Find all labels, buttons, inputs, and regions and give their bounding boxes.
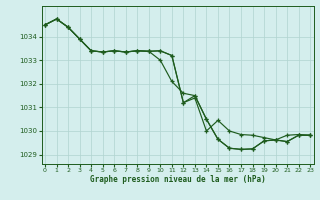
X-axis label: Graphe pression niveau de la mer (hPa): Graphe pression niveau de la mer (hPa) xyxy=(90,175,266,184)
